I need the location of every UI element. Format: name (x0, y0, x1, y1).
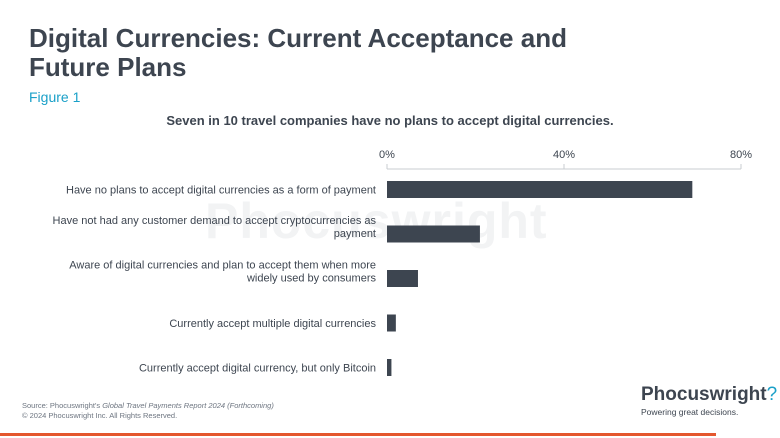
figure-label: Figure 1 (29, 89, 81, 105)
category-label-2: Aware of digital currencies and plan to … (69, 260, 376, 285)
x-tick-label-0: 0% (379, 149, 395, 161)
bar-3 (387, 314, 396, 332)
category-label-line: Currently accept multiple digital curren… (169, 318, 376, 330)
source-prefix: Source: Phocuswright's (22, 401, 103, 410)
x-tick-label-80: 80% (730, 149, 752, 161)
phocuswright-logo: Phocuswright? Powering great decisions. (641, 384, 777, 418)
category-label-line: widely used by consumers (246, 273, 377, 285)
category-label-line: Currently accept digital currency, but o… (139, 363, 376, 375)
source-title: Global Travel Payments Report 2024 (Fort… (102, 401, 274, 410)
watermark: Phocuswright (205, 193, 548, 249)
source-footer: Source: Phocuswright's Global Travel Pay… (22, 401, 274, 421)
category-label-line: Have no plans to accept digital currenci… (66, 185, 376, 197)
category-label-3: Currently accept multiple digital curren… (169, 318, 376, 330)
copyright: © 2024 Phocuswright Inc. All Rights Rese… (22, 411, 178, 420)
chart-title: Seven in 10 travel companies have no pla… (166, 113, 614, 128)
logo-mark-icon: ? (766, 384, 778, 405)
category-label-line: payment (334, 228, 376, 240)
category-label-line: Aware of digital currencies and plan to … (69, 260, 376, 272)
category-label-1: Have not had any customer demand to acce… (53, 215, 377, 240)
bar-0 (387, 181, 693, 198)
source-line: Source: Phocuswright's Global Travel Pay… (22, 401, 274, 411)
logo-tagline: Powering great decisions. (641, 407, 739, 417)
category-label-4: Currently accept digital currency, but o… (139, 363, 376, 375)
bar-2 (387, 270, 418, 287)
category-label-0: Have no plans to accept digital currenci… (66, 185, 376, 197)
category-label-line: Have not had any customer demand to acce… (53, 215, 377, 227)
x-tick-label-40: 40% (553, 149, 575, 161)
logo-brand: Phocuswright (641, 384, 767, 405)
page-title: Digital Currencies: Current Acceptance a… (29, 23, 567, 82)
bar-1 (387, 225, 480, 243)
bottom-accent-rule (0, 433, 716, 436)
bar-4 (387, 359, 392, 376)
